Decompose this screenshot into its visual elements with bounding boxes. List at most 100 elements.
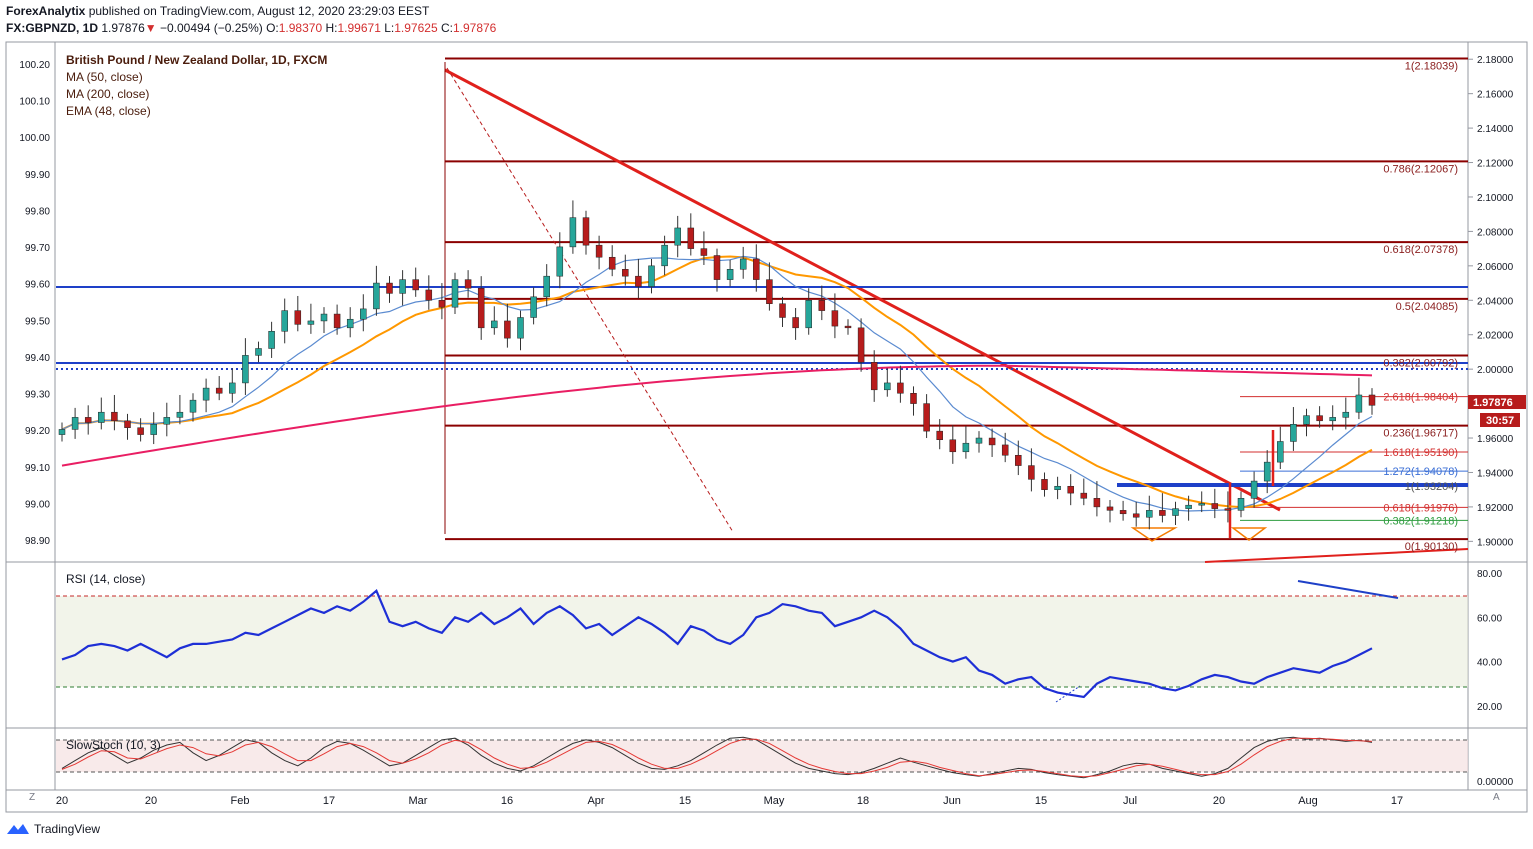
candle-body	[923, 403, 930, 432]
legend-ema48[interactable]: EMA (48, close)	[66, 104, 151, 118]
left-axis-label: 100.10	[19, 97, 50, 108]
left-axis-label: 99.40	[25, 353, 50, 364]
left-axis-label: 99.10	[25, 463, 50, 474]
low-value: 1.97625	[394, 21, 438, 35]
candle-body	[1146, 510, 1153, 518]
time-axis-label: 15	[679, 795, 691, 807]
candle-body	[753, 258, 760, 280]
candle-body	[1237, 498, 1245, 511]
dashed-trend-line[interactable]	[446, 67, 734, 533]
open-label: O:	[266, 21, 279, 35]
right-axis-label: 1.92000	[1477, 503, 1514, 514]
fib-extension-label: 1.618(1.95190)	[1383, 447, 1458, 459]
candle-body	[766, 279, 773, 304]
low-label: L:	[384, 21, 395, 35]
fib-levels	[445, 57, 1468, 541]
candle-body	[726, 269, 734, 280]
timezone-button[interactable]: Z	[29, 792, 36, 803]
candle-body	[1172, 508, 1179, 516]
auto-scale-button[interactable]: A	[1493, 792, 1500, 803]
candle-body	[857, 327, 865, 363]
fib-labels: 1(2.18039) 0.786(2.12067) 0.618(2.07378) 0.…	[1383, 61, 1458, 554]
last-price-tag	[1468, 395, 1526, 409]
candle-body	[137, 427, 144, 435]
legend-ma200[interactable]: MA (200, close)	[66, 87, 150, 101]
axis-labels: 2.18000 2.16000 2.14000 2.12000 2.10000 2.080…	[19, 55, 1513, 807]
candle-body	[1250, 480, 1258, 499]
candle-body	[1067, 485, 1074, 494]
symbol-name: FX:GBPNZD, 1D	[6, 21, 99, 35]
fib-level-label: 0.5(2.04085)	[1396, 301, 1458, 313]
fib-level-label: 1(2.18039)	[1405, 61, 1458, 73]
stoch-lines	[61, 736, 1373, 779]
left-axis-label: 99.00	[25, 499, 50, 510]
uptrend-line[interactable]	[1204, 548, 1469, 563]
candle-body	[491, 320, 498, 329]
drawing-lines	[56, 62, 1469, 703]
candle-body	[713, 255, 721, 280]
candle-body	[399, 279, 406, 294]
candle-body	[805, 300, 812, 329]
legend-title[interactable]: British Pound / New Zealand Dollar, 1D, …	[66, 53, 328, 67]
candle-body	[739, 258, 747, 270]
candle-body	[150, 424, 157, 435]
rsi-support-dotted[interactable]	[1055, 685, 1081, 703]
candle-body	[333, 313, 341, 329]
candle-body	[1303, 415, 1310, 425]
candle-body	[294, 310, 302, 325]
right-axis-label: 2.18000	[1477, 55, 1514, 66]
ma50-line	[61, 255, 1373, 512]
chart-frame	[5, 41, 1528, 813]
right-axis-label: 2.06000	[1477, 262, 1514, 273]
candle-body	[844, 325, 852, 329]
candle-body	[1355, 394, 1363, 413]
high-label: H:	[325, 21, 338, 35]
candles[interactable]	[58, 200, 1376, 530]
candle-body	[1290, 424, 1297, 442]
left-axis-label: 99.60	[25, 280, 50, 291]
right-axis-label: 2.16000	[1477, 90, 1514, 101]
candle-body	[477, 287, 485, 329]
tradingview-logo-icon	[7, 824, 29, 834]
legend-ma50[interactable]: MA (50, close)	[66, 70, 143, 84]
candle-body	[1368, 394, 1376, 406]
publisher-name[interactable]: ForexAnalytix	[6, 4, 86, 18]
time-axis-label: Apr	[587, 795, 604, 807]
candle-body	[98, 411, 105, 423]
fib-level-label: 0.382(2.00792)	[1383, 358, 1458, 370]
candle-body	[1277, 441, 1284, 463]
candle-body	[543, 275, 550, 298]
time-axis-label: May	[764, 795, 785, 807]
left-axis-label: 99.70	[25, 243, 50, 254]
fib-level-label: 0.618(2.07378)	[1383, 244, 1458, 256]
candle-body	[320, 313, 328, 322]
candle-body	[1093, 498, 1101, 508]
down-arrow-icon: ▼	[144, 21, 157, 35]
candle-body	[58, 429, 66, 435]
footer-brand[interactable]: TradingView	[34, 822, 101, 836]
candle-body	[71, 417, 79, 430]
left-axis-label: 100.00	[19, 133, 50, 144]
rsi-label[interactable]: RSI (14, close)	[66, 572, 146, 586]
candle-body	[1185, 504, 1192, 509]
rsi-divergence-line[interactable]	[1297, 580, 1399, 599]
candle-body	[1119, 510, 1127, 515]
right-axis-label: 1.90000	[1477, 537, 1514, 548]
downtrend-line[interactable]	[444, 68, 1281, 512]
stoch-label[interactable]: SlowStoch (10, 3)	[66, 738, 161, 752]
time-axis-label: 18	[857, 795, 869, 807]
left-axis-label: 99.90	[25, 170, 50, 181]
candle-body	[386, 282, 393, 294]
candle-body	[988, 437, 996, 446]
candle-body	[622, 269, 629, 277]
time-axis-label: 20	[145, 795, 157, 807]
time-axis-label: Feb	[231, 795, 250, 807]
candle-body	[674, 227, 681, 246]
candle-body	[870, 362, 878, 391]
candle-body	[1106, 506, 1114, 511]
high-value: 1.99671	[337, 21, 381, 35]
candle-body	[281, 310, 288, 332]
publish-info: ForexAnalytix published on TradingView.c…	[6, 4, 429, 18]
candle-body	[818, 300, 826, 311]
